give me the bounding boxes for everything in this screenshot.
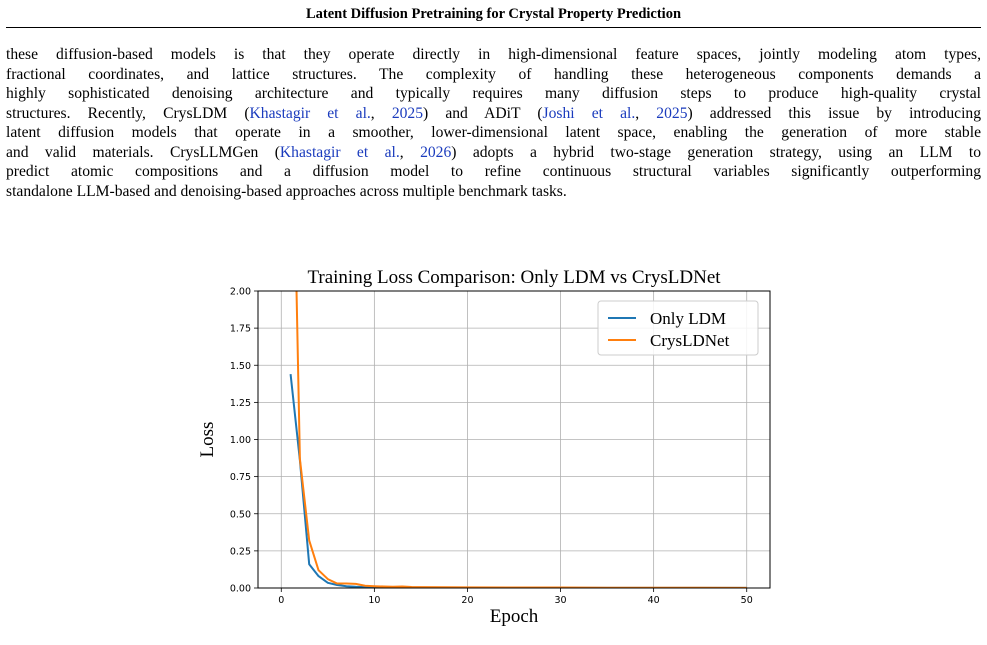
paragraph-text: ,	[399, 143, 421, 161]
paragraph-line: fractional coordinates, and lattice stru…	[6, 65, 981, 85]
y-tick-label: 0.50	[230, 509, 251, 520]
paragraph-line: and valid materials. CrysLLMGen (Khastag…	[6, 143, 981, 163]
x-tick-label: 50	[741, 595, 753, 606]
y-tick-label: 1.75	[230, 324, 251, 335]
body-paragraph: these diffusion-based models is that the…	[6, 45, 981, 201]
citation-link[interactable]: Khastagir et al.	[249, 104, 371, 122]
x-axis-label: Epoch	[490, 606, 539, 627]
paragraph-text: and valid materials. CrysLLMGen (	[6, 143, 280, 161]
paragraph-line: structures. Recently, CrysLDM (Khastagir…	[6, 104, 981, 124]
paragraph-line: highly sophisticated denoising architect…	[6, 84, 981, 104]
citation-link[interactable]: 2025	[656, 104, 688, 122]
series-line-1	[289, 374, 747, 588]
x-tick-label: 30	[554, 595, 566, 606]
chart-title: Training Loss Comparison: Only LDM vs Cr…	[307, 267, 721, 288]
citation-link[interactable]: 2026	[420, 143, 452, 161]
paragraph-text: ) addressed this issue by introducing	[687, 104, 981, 122]
paragraph-text: ) adopts a hybrid two-stage generation s…	[451, 143, 982, 161]
header-rule	[6, 27, 981, 28]
x-tick-label: 0	[278, 595, 284, 606]
y-tick-label: 1.50	[230, 361, 251, 372]
citation-link[interactable]: Joshi et al.	[542, 104, 636, 122]
citation-link[interactable]: 2025	[391, 104, 424, 122]
citation-link[interactable]: Khastagir et al.	[279, 143, 400, 161]
legend-box	[597, 300, 759, 356]
training-loss-chart: 0 10 20 30 40 50 0.00 0.25 0.50 0.75 1.00 1.25 1.50 1…	[197, 267, 771, 627]
y-tick-label: 1.25	[230, 398, 251, 409]
paragraph-text: highly sophisticated denoising architect…	[6, 85, 981, 102]
paragraph-text: latent diffusion models that operate in …	[6, 124, 981, 141]
x-tick-label: 10	[368, 595, 380, 606]
paragraph-text: these diffusion-based models is that the…	[6, 46, 981, 63]
paragraph-text: structures. Recently, CrysLDM (	[6, 104, 250, 122]
paragraph-text: fractional coordinates, and lattice stru…	[6, 65, 981, 83]
paragraph-line: latent diffusion models that operate in …	[6, 123, 981, 143]
paragraph-text: standalone LLM-based and denoising-based…	[6, 182, 567, 200]
paragraph-text: ) and ADiT (	[423, 104, 543, 122]
y-tick-label: 0.00	[230, 584, 251, 595]
paragraph-line: standalone LLM-based and denoising-based…	[6, 182, 981, 202]
y-tick-label: 2.00	[230, 287, 251, 298]
y-axis-label: Loss	[197, 422, 218, 458]
y-tick-label: 0.25	[230, 546, 251, 557]
legend-label: CrysLDNet	[650, 331, 730, 350]
paragraph-text: ,	[370, 104, 392, 122]
y-tick-label: 1.00	[230, 435, 251, 446]
legend-label: Only LDM	[650, 309, 726, 328]
x-tick-label: 40	[648, 595, 660, 606]
paragraph-text: predict atomic compositions and a diffus…	[6, 163, 981, 180]
paragraph-text: ,	[635, 104, 657, 122]
paragraph-line: predict atomic compositions and a diffus…	[6, 162, 981, 182]
running-header: Latent Diffusion Pretraining for Crystal…	[305, 6, 682, 22]
paragraph-line: these diffusion-based models is that the…	[6, 45, 981, 65]
y-tick-label: 0.75	[230, 472, 251, 483]
x-tick-label: 20	[461, 595, 473, 606]
